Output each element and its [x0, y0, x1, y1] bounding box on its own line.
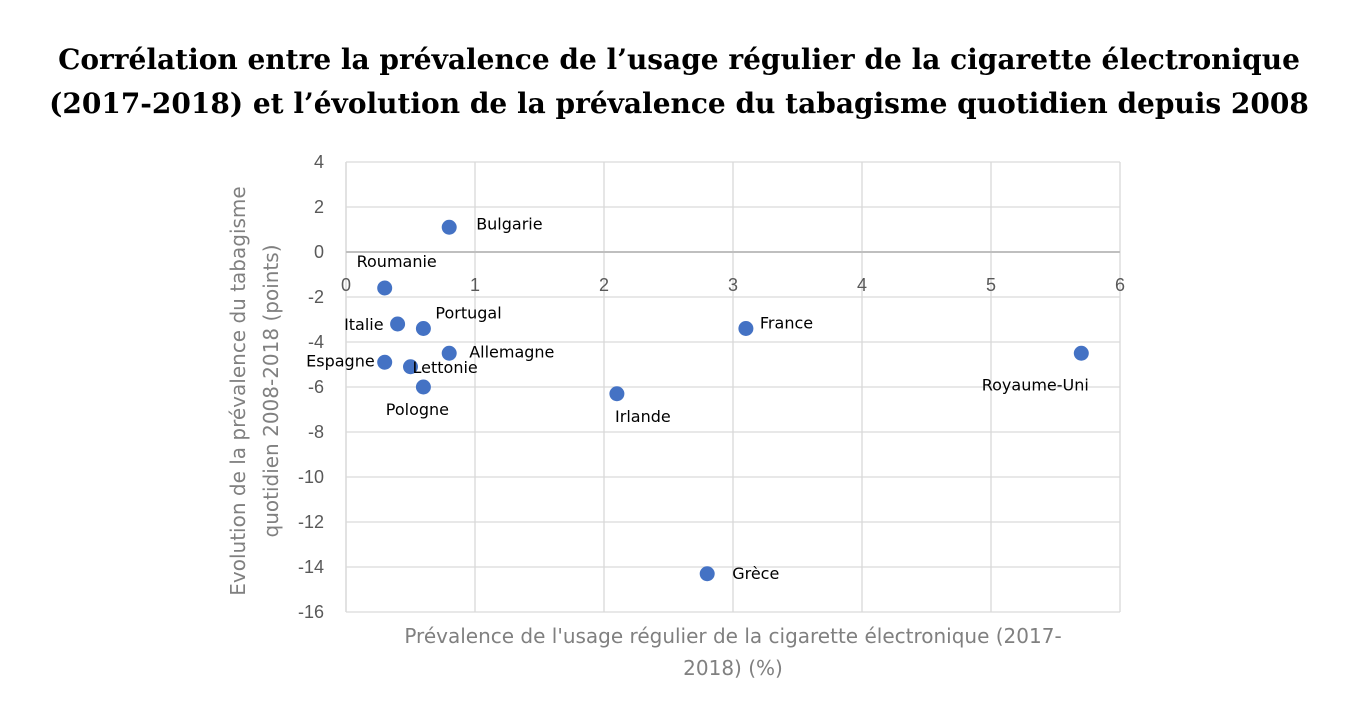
x-tick-label: 0 [341, 275, 351, 295]
y-tick-label: -10 [298, 467, 324, 487]
point-label: Bulgarie [476, 214, 542, 233]
y-tick-label: -2 [308, 287, 324, 307]
point-label: Portugal [435, 304, 501, 323]
chart-title-line-2: (2017-2018) et l’évolution de la prévale… [49, 87, 1309, 120]
axis-titles: Prévalence de l'usage régulier de la cig… [226, 186, 1062, 680]
x-tick-label: 2 [599, 275, 609, 295]
data-point-grèce [699, 566, 715, 582]
axes [345, 162, 1120, 612]
x-tick-label: 5 [986, 275, 996, 295]
y-tick-label: -8 [308, 422, 324, 442]
y-tick-labels: 4 2 0 -2 -4 -6 -8 -10 -12 -14 -16 [298, 152, 324, 622]
data-point-allemagne [441, 345, 457, 361]
point-label: Allemagne [469, 342, 554, 361]
data-point-italie [390, 316, 406, 332]
data-point-espagne [377, 354, 393, 370]
data-points [377, 219, 1089, 582]
data-point-royaume-uni [1073, 345, 1089, 361]
y-tick-label: 0 [314, 242, 324, 262]
point-labels: Bulgarie Roumanie Italie Portugal Allemagne E… [306, 214, 1089, 583]
point-label: Lettonie [413, 358, 478, 377]
data-point-portugal [415, 321, 431, 336]
y-tick-label: -12 [298, 512, 324, 532]
x-tick-label: 1 [470, 275, 480, 295]
point-label: France [760, 314, 813, 333]
data-point-lettonie [403, 359, 418, 375]
x-tick-label: 3 [728, 275, 738, 295]
point-label: Roumanie [357, 252, 437, 271]
y-tick-label: 2 [314, 197, 324, 217]
y-tick-label: 4 [314, 152, 324, 172]
y-tick-label: -4 [308, 332, 324, 352]
x-axis-title-line-2: 2018) (%) [683, 656, 783, 680]
data-point-france [738, 321, 754, 336]
point-label: Irlande [615, 407, 671, 426]
data-point-roumanie [377, 280, 393, 296]
y-axis-title-line-1: Evolution de la prévalence du tabagisme [226, 186, 250, 595]
grid-lines [346, 161, 1121, 613]
chart-title: Corrélation entre la prévalence de l’usa… [0, 38, 1358, 126]
point-label: Espagne [306, 351, 375, 370]
y-tick-label: -6 [308, 377, 324, 397]
y-tick-label: -14 [298, 557, 324, 577]
x-tick-label: 4 [857, 275, 867, 295]
x-tick-labels: 0 1 2 3 4 5 6 [341, 275, 1125, 295]
data-point-pologne [415, 379, 431, 395]
x-axis-title-line-1: Prévalence de l'usage régulier de la cig… [404, 624, 1061, 648]
point-label: Grèce [732, 564, 779, 583]
point-label: Royaume-Uni [982, 375, 1089, 394]
x-tick-label: 6 [1115, 275, 1125, 295]
chart-title-line-1: Corrélation entre la prévalence de l’usa… [58, 43, 1300, 76]
point-label: Italie [344, 315, 384, 334]
point-label: Pologne [386, 400, 449, 419]
data-point-bulgarie [441, 219, 457, 235]
y-axis-title-line-2: quotidien 2008-2018 (points) [259, 245, 283, 538]
y-tick-label: -16 [298, 602, 324, 622]
data-point-irlande [609, 386, 625, 402]
